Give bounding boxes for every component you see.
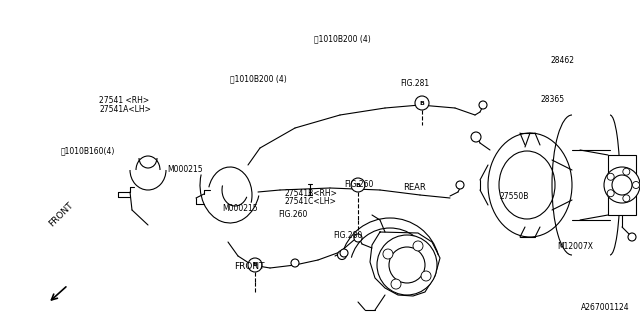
Text: FRONT: FRONT [47, 200, 75, 228]
Circle shape [383, 249, 393, 259]
Text: 27550B: 27550B [499, 192, 529, 201]
Circle shape [389, 247, 425, 283]
Text: A267001124: A267001124 [581, 303, 630, 312]
Circle shape [377, 235, 437, 295]
Circle shape [413, 241, 423, 251]
Circle shape [354, 234, 362, 242]
Circle shape [340, 249, 348, 257]
Text: FIG.281: FIG.281 [400, 79, 429, 88]
Text: M12007X: M12007X [557, 242, 593, 251]
Circle shape [623, 195, 630, 202]
Circle shape [248, 258, 262, 272]
Text: 27541B<RH>: 27541B<RH> [285, 189, 338, 198]
Text: FRONT: FRONT [234, 262, 265, 271]
Circle shape [291, 259, 299, 267]
Circle shape [612, 175, 632, 195]
Text: M000215: M000215 [168, 165, 204, 174]
Circle shape [607, 173, 614, 180]
Circle shape [632, 181, 639, 188]
Circle shape [391, 279, 401, 289]
Circle shape [456, 181, 464, 189]
Text: 27541C<LH>: 27541C<LH> [285, 197, 337, 206]
Text: ⑂1010B200 (4): ⑂1010B200 (4) [230, 74, 287, 83]
Circle shape [337, 251, 346, 260]
Text: M000215: M000215 [222, 204, 258, 213]
Text: 28462: 28462 [550, 56, 575, 65]
Text: REAR: REAR [403, 183, 426, 192]
Text: B: B [356, 182, 360, 188]
Text: FIG.260: FIG.260 [278, 210, 308, 219]
Bar [608, 155, 636, 215]
Text: 28365: 28365 [541, 95, 565, 104]
Circle shape [604, 167, 640, 203]
Circle shape [479, 101, 487, 109]
Circle shape [471, 132, 481, 142]
Text: ⑂1010B200 (4): ⑂1010B200 (4) [314, 34, 371, 43]
Text: B: B [420, 100, 424, 106]
Text: 27541A<LH>: 27541A<LH> [99, 105, 151, 114]
Text: FIG.260: FIG.260 [344, 180, 374, 189]
Text: ⑂1010B160(4): ⑂1010B160(4) [61, 146, 115, 155]
Text: 27541 <RH>: 27541 <RH> [99, 96, 149, 105]
Text: B: B [253, 262, 257, 268]
Circle shape [415, 96, 429, 110]
Circle shape [351, 178, 365, 192]
Circle shape [421, 271, 431, 281]
Circle shape [628, 233, 636, 241]
Circle shape [607, 190, 614, 197]
Circle shape [623, 168, 630, 175]
Text: FIG.280: FIG.280 [333, 231, 362, 240]
